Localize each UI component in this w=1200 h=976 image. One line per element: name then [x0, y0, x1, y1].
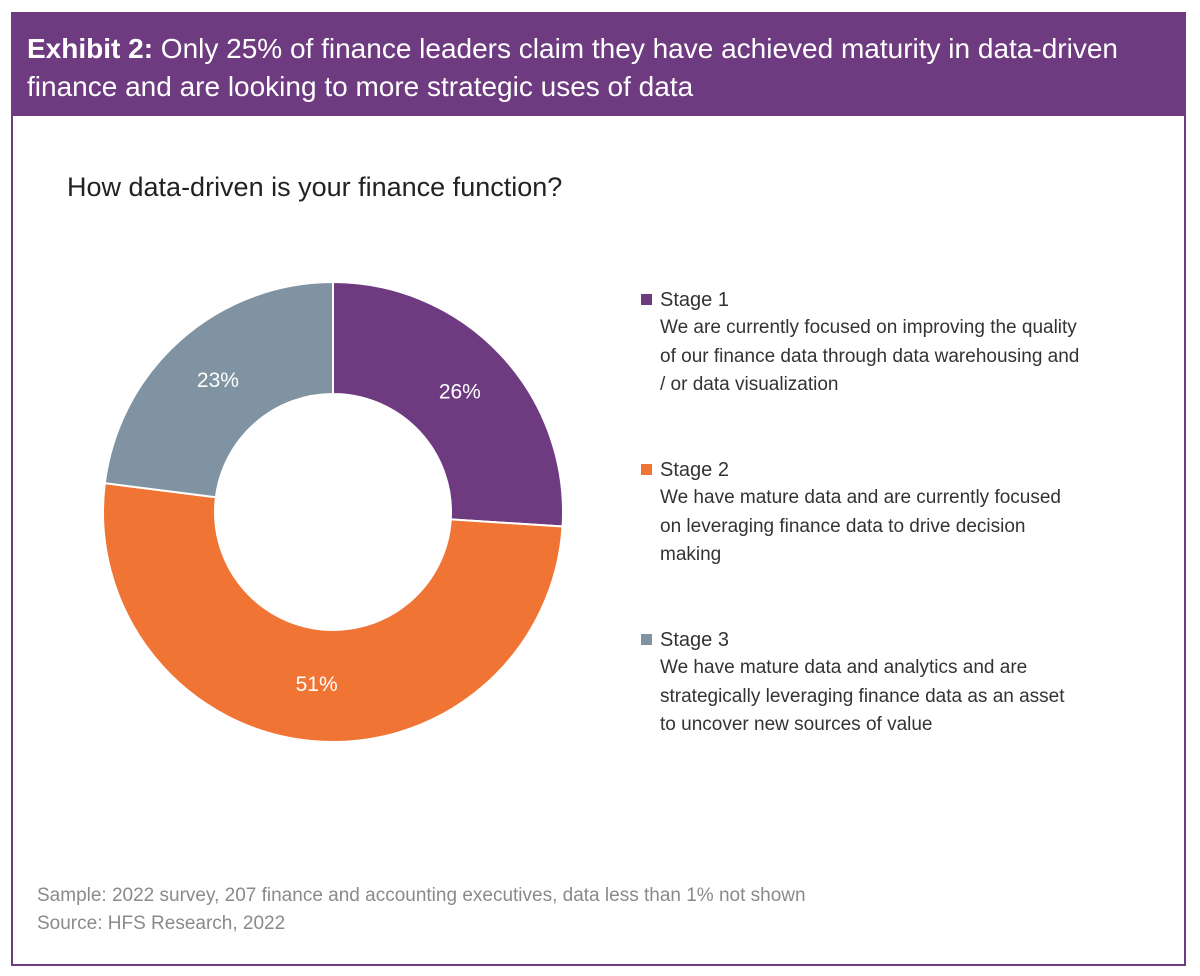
legend-swatch-stage-1: [641, 294, 652, 305]
donut-slice-stage-1: [332, 280, 564, 528]
legend-description-stage-2: We have mature data and are currently fo…: [660, 487, 1061, 565]
exhibit-header: Exhibit 2: Only 25% of finance leaders c…: [13, 14, 1184, 116]
exhibit-number: Exhibit 2:: [27, 33, 154, 64]
source-note: Source: HFS Research, 2022: [37, 913, 286, 934]
slice-label-stage-3: 23%: [197, 369, 239, 392]
exhibit-frame: Exhibit 2: Only 25% of finance leaders c…: [11, 12, 1186, 966]
legend-item-stage-1: Stage 1 We are currently focused on impr…: [641, 286, 1171, 400]
legend-swatch-stage-2: [641, 464, 652, 475]
legend-label-stage-3: Stage 3: [660, 629, 729, 651]
legend-swatch-stage-3: [641, 634, 652, 645]
donut-slice-stage-2: [102, 482, 564, 743]
footnote: Sample: 2022 survey, 207 finance and acc…: [37, 882, 806, 938]
legend-label-stage-2: Stage 2: [660, 459, 729, 481]
sample-note: Sample: 2022 survey, 207 finance and acc…: [37, 885, 806, 906]
donut-slice-stage-3: [103, 280, 334, 499]
legend-description-stage-3: We have mature data and analytics and ar…: [660, 657, 1065, 735]
legend-label-stage-1: Stage 1: [660, 289, 729, 311]
legend-item-stage-2: Stage 2 We have mature data and are curr…: [641, 456, 1171, 570]
slice-label-stage-1: 26%: [439, 380, 481, 403]
exhibit-title: Only 25% of finance leaders claim they h…: [27, 33, 1118, 102]
slice-label-stage-2: 51%: [296, 673, 338, 696]
legend-item-stage-3: Stage 3 We have mature data and analytic…: [641, 626, 1171, 740]
legend-description-stage-1: We are currently focused on improving th…: [660, 317, 1080, 395]
chart-title: How data-driven is your finance function…: [67, 172, 563, 202]
donut-chart: 26% 51% 23%: [102, 280, 564, 743]
